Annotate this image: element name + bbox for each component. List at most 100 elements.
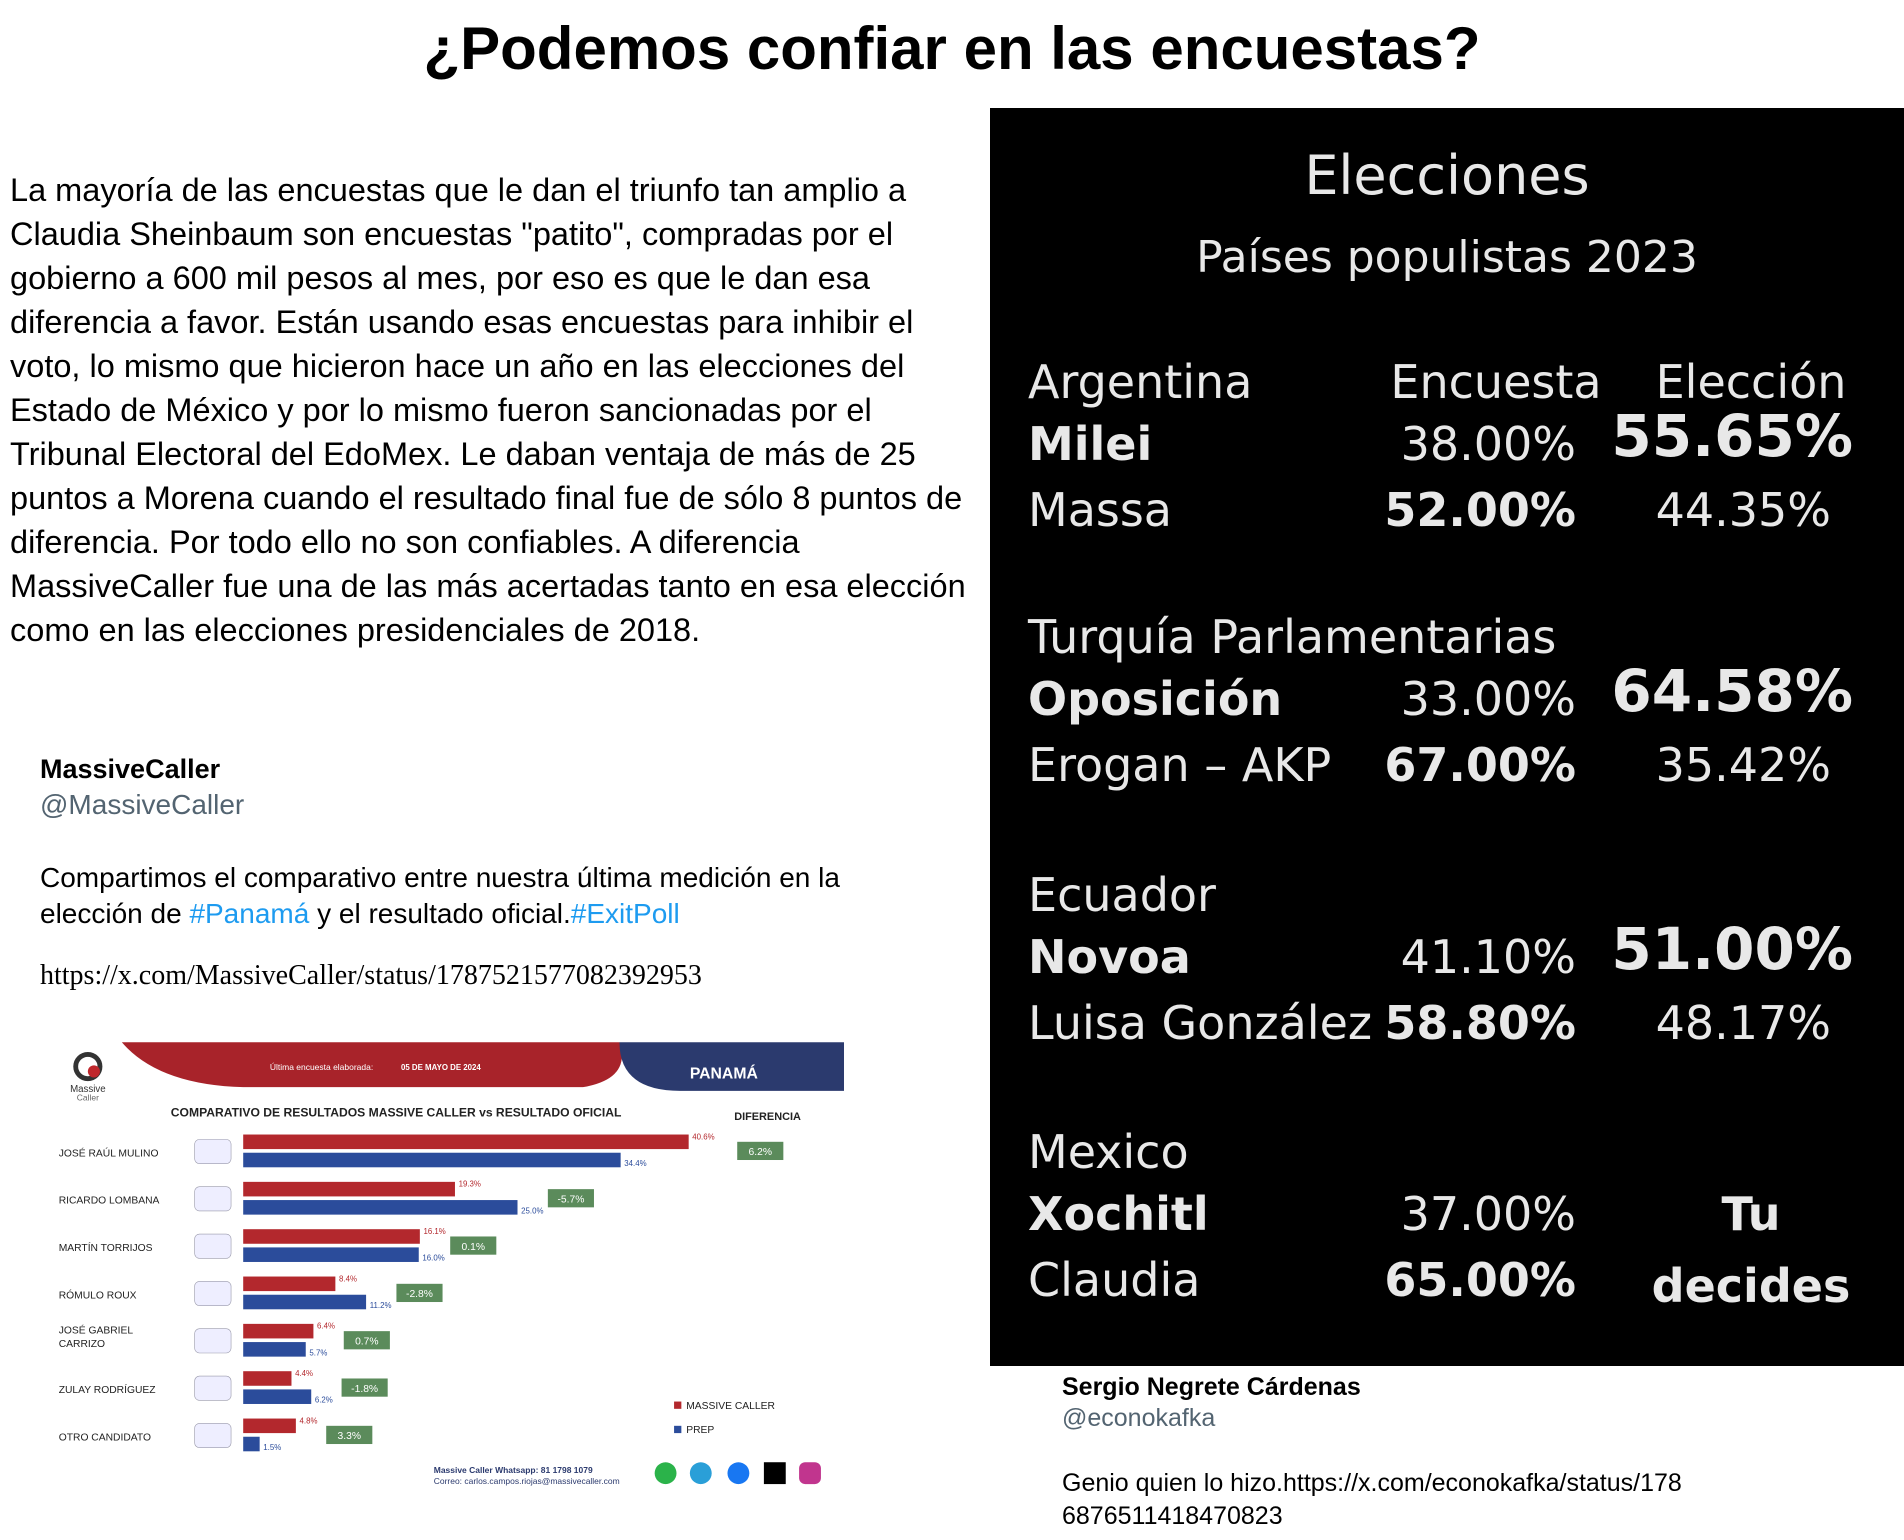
tweet-text-part: Compartimos el comparativo entre nuestra… <box>40 862 840 929</box>
tweet-handle: @econokafka <box>1062 1404 1216 1432</box>
country: Ecuador <box>1028 868 1216 922</box>
candidate: Massa <box>1028 483 1172 537</box>
tweet-author: MassiveCaller <box>40 754 221 784</box>
value-label: 5.7% <box>309 1348 327 1357</box>
party-logo <box>194 1423 232 1448</box>
candidate: Milei <box>1028 417 1152 471</box>
category-label: RÓMULO ROUX <box>59 1288 137 1301</box>
bar <box>243 1229 420 1244</box>
legend-swatch <box>674 1425 682 1434</box>
difference-box <box>396 1283 443 1303</box>
party-logo <box>194 1186 232 1212</box>
difference-box <box>450 1236 497 1255</box>
icon[interactable] <box>799 1462 821 1485</box>
difference-label: 0.1% <box>462 1242 485 1253</box>
election-value: 44.35% <box>1656 483 1831 537</box>
country: PANAMÁ <box>690 1064 758 1083</box>
chart-title: COMPARATIVO DE RESULTADOS MASSIVE CALLER… <box>171 1105 622 1119</box>
poll-value: 33.00% <box>1401 672 1576 726</box>
party-logo <box>194 1281 232 1306</box>
value-label: 40.6% <box>692 1132 714 1141</box>
bar <box>243 1371 292 1386</box>
bar <box>243 1134 689 1150</box>
tweet-author: Sergio Negrete Cárdenas <box>1062 1373 1361 1401</box>
logo-text: Massive <box>70 1084 106 1095</box>
difference-label: -2.8% <box>406 1289 433 1300</box>
candidate: Erogan – AKP <box>1028 738 1331 792</box>
difference-label: 6.2% <box>749 1147 772 1158</box>
bar <box>243 1294 367 1310</box>
candidate: Oposición <box>1028 672 1282 726</box>
logo-text: Caller <box>77 1093 99 1103</box>
value-label: 16.0% <box>422 1254 444 1263</box>
category-label: RICARDO LOMBANA <box>59 1196 160 1207</box>
logo-icon <box>73 1051 103 1082</box>
icon[interactable] <box>689 1462 712 1485</box>
election-value: 35.42% <box>1656 738 1831 792</box>
icon[interactable] <box>727 1462 750 1485</box>
icon[interactable] <box>763 1462 786 1485</box>
value-label: 11.2% <box>370 1301 392 1310</box>
election-value: Tu <box>1721 1187 1780 1241</box>
banner-country <box>619 1042 844 1091</box>
page-title: ¿Podemos confiar en las encuestas? <box>423 15 1481 82</box>
banner-date: 05 DE MAYO DE 2024 <box>401 1063 481 1072</box>
difference-box <box>343 1331 390 1350</box>
value-label: 34.4% <box>624 1159 646 1168</box>
bar <box>243 1342 306 1357</box>
election-value: 55.65% <box>1611 402 1853 470</box>
value-label: 4.4% <box>295 1369 313 1378</box>
value-label: 19.3% <box>459 1180 481 1189</box>
column-header: Encuesta <box>1390 355 1601 409</box>
difference-box <box>326 1425 373 1445</box>
difference-label: 0.7% <box>355 1337 378 1348</box>
social-icons <box>654 1462 821 1485</box>
party-logo <box>194 1139 232 1164</box>
category-label: OTRO CANDIDATO <box>59 1432 151 1443</box>
elections-image: Elecciones Países populistas 2023 Argentin… <box>1027 144 1853 1313</box>
tweet-text-part: y el resultado oficial. <box>309 898 571 929</box>
footer: Correo: carlos.campos.riojas@massivecall… <box>434 1476 620 1486</box>
legend-label: PREP <box>686 1425 714 1436</box>
bar <box>243 1323 314 1339</box>
category-label: ZULAY RODRÍGUEZ <box>59 1383 156 1396</box>
tweet-url[interactable]: https://x.com/MassiveCaller/status/17875… <box>40 960 702 991</box>
value-label: 25.0% <box>521 1206 543 1215</box>
poll-value: 37.00% <box>1401 1187 1576 1241</box>
hashtag[interactable]: #Panamá <box>189 898 310 929</box>
bar <box>243 1152 621 1168</box>
value-label: 6.4% <box>317 1322 335 1331</box>
tweet-text: Genio quien lo hizo.https://x.com/econok… <box>1062 1469 1682 1530</box>
election-value: 51.00% <box>1611 915 1853 983</box>
image-subtitle: Países populistas 2023 <box>1196 232 1698 283</box>
bar <box>243 1276 336 1292</box>
poll-value: 52.00% <box>1384 483 1576 537</box>
country: Mexico <box>1028 1125 1189 1179</box>
difference-title: DIFERENCIA <box>734 1111 801 1123</box>
column-header: Elección <box>1656 355 1847 409</box>
election-value: decides <box>1652 1259 1851 1313</box>
party-logo <box>194 1233 232 1259</box>
icon[interactable] <box>654 1462 677 1485</box>
difference-box <box>547 1189 594 1208</box>
bar <box>243 1436 260 1452</box>
banner <box>121 1042 622 1088</box>
image-panel <box>990 108 1904 1366</box>
poll-value: 67.00% <box>1384 738 1576 792</box>
bar <box>243 1389 312 1404</box>
poll-value: 65.00% <box>1384 1253 1576 1307</box>
value-label: 8.4% <box>339 1274 357 1283</box>
banner-label: Última encuesta elaborada: <box>270 1062 373 1072</box>
bar <box>243 1418 296 1434</box>
value-label: 1.5% <box>263 1443 281 1452</box>
embedded-chart: Massive Caller Última encuesta elaborada… <box>59 1042 844 1486</box>
poll-value: 58.80% <box>1384 996 1576 1050</box>
party-logo <box>194 1328 232 1354</box>
value-label: 4.8% <box>300 1416 318 1425</box>
difference-label: -5.7% <box>557 1194 584 1205</box>
category-label: JOSÉ RAÚL MULINO <box>59 1146 159 1159</box>
tweet-handle: @MassiveCaller <box>40 789 245 820</box>
hashtag[interactable]: #ExitPoll <box>570 898 680 929</box>
article-text: La mayoría de las encuestas que le dan e… <box>10 172 966 648</box>
